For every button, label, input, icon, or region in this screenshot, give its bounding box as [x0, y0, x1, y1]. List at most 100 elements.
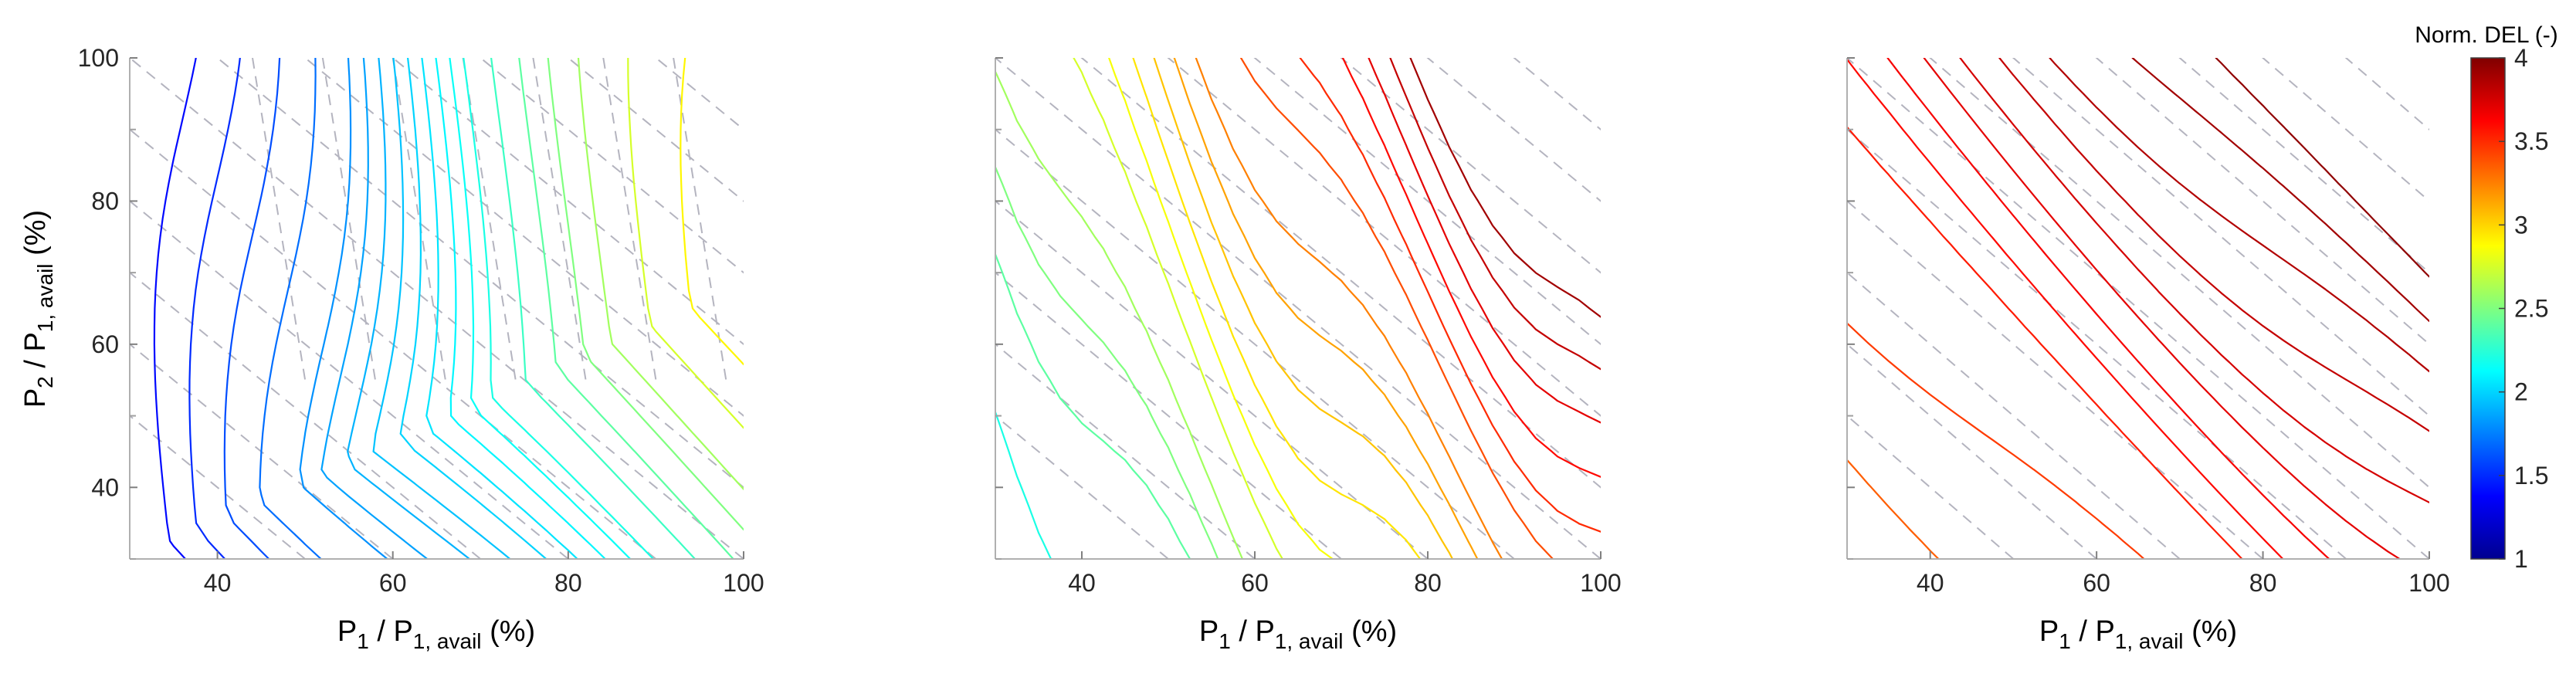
x-tick-label: 100	[2408, 569, 2449, 597]
panel-3-reference-line	[2262, 58, 2429, 202]
panel-1-reference-line	[130, 58, 744, 559]
panel-1-contour-line	[577, 58, 744, 490]
panel-2-reference-line	[995, 128, 1515, 559]
panel-2-reference-line	[995, 415, 1169, 559]
panel-3-contour-line	[2215, 58, 2429, 278]
panel-2-contours	[995, 58, 1601, 559]
panel-2: 40 60 80 100 P1 / P1, avail (%)	[995, 57, 1622, 653]
panel-3-contour-line	[2049, 58, 2429, 373]
panel-1-reference-line	[391, 58, 744, 346]
panel-1-reference-line	[462, 58, 517, 381]
panel-1-contour-line	[299, 58, 388, 559]
panel-3-contour-line	[1847, 322, 2145, 559]
panel-1-reference-line	[130, 272, 481, 559]
panel-1-contour-line	[259, 58, 322, 559]
panel-1-contours	[153, 58, 744, 559]
colorbar-title: Norm. DEL (-)	[2415, 22, 2558, 48]
x-tick-label: 100	[723, 569, 764, 597]
panel-2-contour-line	[995, 253, 1191, 559]
panel-2-reference-line	[1340, 58, 1601, 274]
panel-3-reference-line	[2095, 58, 2429, 346]
y-tick-label: 40	[91, 473, 119, 501]
panel-2-contour-line	[1132, 58, 1422, 559]
panel-3-reference-line	[1847, 344, 2097, 559]
y-tick-label: 100	[78, 44, 119, 72]
panel-1-reference-line	[215, 58, 744, 489]
colorbar-tick-label: 1	[2514, 545, 2528, 573]
panel-1-contour-line	[627, 58, 744, 429]
panel-2-contour-line	[1153, 58, 1454, 559]
panel-1-contour-line	[153, 58, 197, 559]
panel-3-reference-lines	[1847, 58, 2429, 559]
panel-1-reference-line	[130, 415, 306, 559]
panel-3-contour-line	[1886, 58, 2330, 559]
panel-3: 40 60 80 100 P1 / P1, avail (%)	[1846, 57, 2450, 653]
panel-3-reference-line	[2178, 58, 2429, 274]
panel-1-contour-line	[463, 58, 655, 559]
panel-2-contour-line	[1240, 58, 1554, 559]
panel-3-reference-line	[1847, 58, 2429, 559]
x-tick-label: 60	[1241, 569, 1269, 597]
panel-3-reference-line	[1847, 200, 2264, 559]
panel-1-contour-line	[421, 58, 578, 559]
panel-1-contour-line	[547, 58, 744, 531]
panel-1-reference-line	[130, 200, 569, 559]
panel-2-reference-line	[995, 200, 1429, 559]
x-tick-label: 60	[2083, 569, 2110, 597]
panel-3-ticks: 40 60 80 100	[1847, 57, 2450, 597]
panel-1-reference-line	[303, 58, 744, 417]
x-tick-label: 40	[204, 569, 232, 597]
panel-2-xlabel: P1 / P1, avail (%)	[1199, 615, 1397, 653]
panel-1-contour-line	[320, 58, 429, 559]
x-tick-label: 40	[1068, 569, 1096, 597]
panel-2-reference-line	[995, 344, 1256, 559]
panel-1-reference-line	[532, 58, 587, 381]
panel-2-contour-line	[995, 70, 1244, 559]
panel-1-reference-lines	[130, 58, 744, 559]
panel-2-reference-line	[1167, 58, 1601, 417]
panel-2-reference-line	[1426, 58, 1601, 202]
panel-3-reference-line	[1929, 58, 2429, 489]
panel-1: 40 60 80 100 40 60 80 100 P1 / P1, avail (%) P2…	[19, 44, 764, 653]
colorbar: Norm. DEL (-) 1 1.5 2 2.5 3 3.5 4	[2415, 22, 2558, 573]
panel-3-contour-line	[1847, 58, 2284, 559]
panel-2-contour-line	[1341, 58, 1601, 478]
colorbar-tick-label: 3.5	[2514, 127, 2548, 155]
panel-1-contour-line	[490, 58, 697, 559]
panel-3-contours	[1847, 58, 2429, 559]
panel-1-contour-line	[399, 58, 547, 559]
panel-3-contour-line	[1998, 58, 2429, 432]
panel-2-reference-line	[995, 272, 1342, 559]
panel-2-contour-line	[1195, 58, 1503, 559]
panel-3-contour-line	[1847, 126, 2243, 559]
panel-2-contour-line	[995, 166, 1219, 559]
panel-1-contour-line	[449, 58, 632, 559]
colorbar-ticks: 1 1.5 2 2.5 3 3.5 4	[2499, 44, 2548, 573]
panel-3-reference-line	[1847, 128, 2347, 559]
x-tick-label: 80	[554, 569, 582, 597]
panel-1-ticks: 40 60 80 100 40 60 80 100	[78, 44, 764, 597]
panel-3-contour-line	[1959, 58, 2429, 503]
x-tick-label: 80	[1414, 569, 1442, 597]
panel-2-contour-line	[1073, 58, 1283, 559]
panel-3-contour-line	[1923, 58, 2401, 559]
panel-3-reference-line	[2344, 58, 2429, 131]
panel-2-reference-line	[995, 58, 1601, 559]
panel-1-contour-line	[518, 58, 734, 559]
panel-2-contour-line	[1368, 58, 1601, 424]
x-tick-label: 100	[1580, 569, 1621, 597]
panel-1-reference-line	[130, 128, 657, 559]
panel-2-contour-line	[1409, 58, 1601, 318]
colorbar-tick-label: 1.5	[2514, 462, 2548, 489]
panel-1-contour-line	[223, 58, 281, 559]
panel-2-ticks: 40 60 80 100	[995, 57, 1622, 597]
x-tick-label: 60	[379, 569, 407, 597]
panel-2-contour-line	[995, 411, 1052, 559]
panel-1-reference-line	[479, 58, 744, 274]
panel-2-reference-line	[1080, 58, 1601, 489]
panel-2-reference-line	[1513, 58, 1601, 131]
panel-1-contour-line	[347, 58, 471, 559]
panel-1-contour-line	[188, 58, 241, 559]
panel-2-reference-line	[1253, 58, 1601, 346]
